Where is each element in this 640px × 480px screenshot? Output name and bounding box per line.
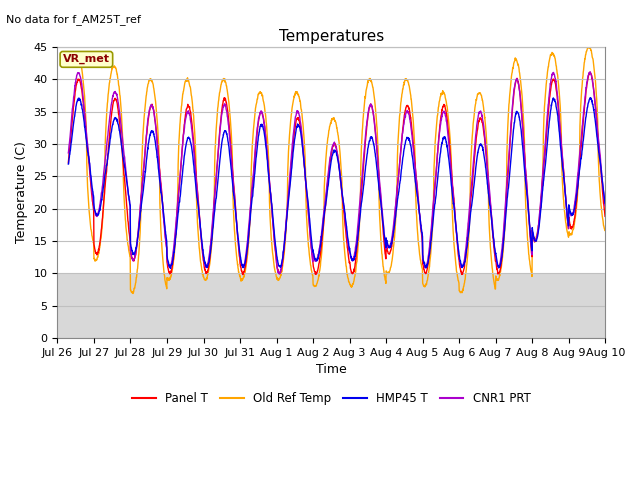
Text: No data for f_AM25T_ref: No data for f_AM25T_ref — [6, 14, 141, 25]
Bar — [58, 273, 605, 338]
Title: Temperatures: Temperatures — [279, 29, 384, 44]
Text: VR_met: VR_met — [63, 54, 110, 64]
Y-axis label: Temperature (C): Temperature (C) — [15, 142, 28, 243]
X-axis label: Time: Time — [316, 363, 347, 376]
Legend: Panel T, Old Ref Temp, HMP45 T, CNR1 PRT: Panel T, Old Ref Temp, HMP45 T, CNR1 PRT — [127, 387, 535, 410]
